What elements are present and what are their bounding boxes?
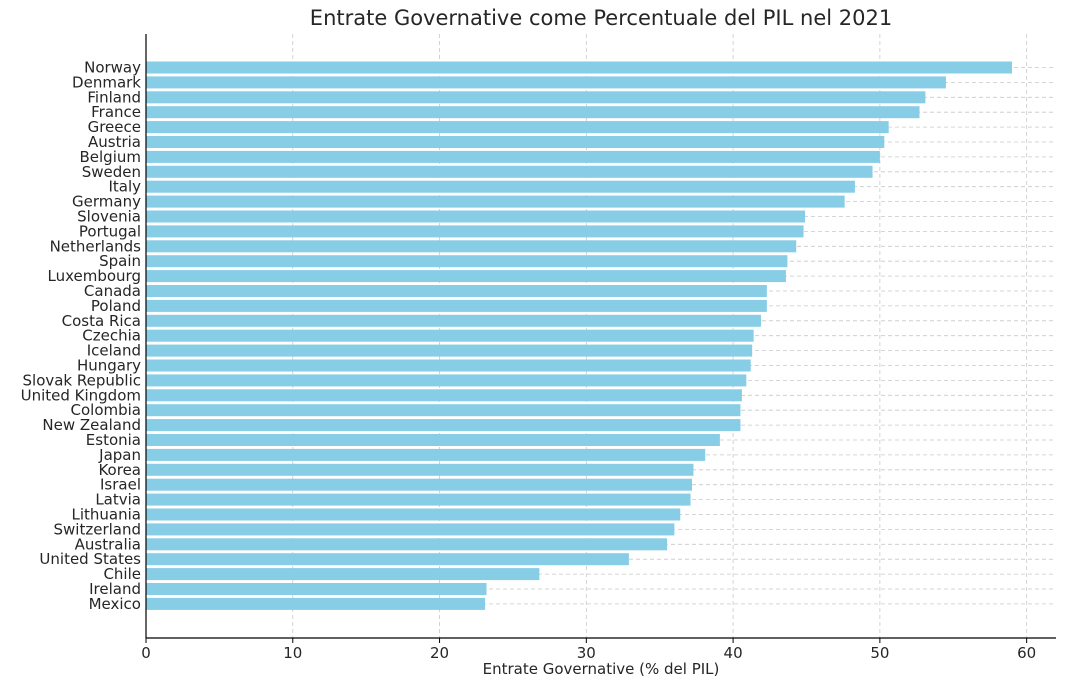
bar: [146, 463, 694, 476]
bar: [146, 523, 675, 536]
x-tick-label: 50: [870, 644, 889, 662]
y-tick-label: Canada: [84, 282, 141, 300]
y-tick-label: Denmark: [72, 73, 141, 91]
bar: [146, 329, 754, 342]
bar: [146, 583, 487, 595]
bar: [146, 434, 720, 446]
y-tick-label: Spain: [99, 252, 141, 270]
bar: [146, 106, 920, 119]
bar: [146, 568, 540, 581]
bar: [146, 225, 804, 238]
y-tick-label: Austria: [88, 133, 141, 151]
y-tick-label: United States: [39, 550, 141, 568]
bar: [146, 91, 926, 104]
y-tick-label: Australia: [75, 535, 141, 553]
y-tick-label: Slovak Republic: [23, 371, 142, 389]
x-tick-label: 30: [577, 644, 596, 662]
bar: [146, 121, 889, 134]
y-tick-label: Chile: [103, 565, 141, 583]
y-tick-label: Netherlands: [50, 237, 142, 255]
bar: [146, 299, 767, 312]
bar: [146, 493, 691, 506]
y-tick-label: Finland: [87, 88, 141, 106]
bar: [146, 195, 845, 208]
y-tick-label: Korea: [98, 461, 141, 479]
y-tick-label: Poland: [91, 297, 141, 315]
bar: [146, 150, 880, 163]
y-tick-label: Lithuania: [72, 506, 141, 524]
y-tick-label: Slovenia: [77, 208, 141, 226]
y-tick-label: Hungary: [77, 357, 141, 375]
bar: [146, 344, 753, 357]
bar: [146, 508, 681, 521]
y-tick-label: Latvia: [95, 491, 141, 509]
y-tick-label: Belgium: [80, 148, 142, 166]
bar: [146, 389, 742, 402]
y-tick-label: Sweden: [82, 163, 141, 181]
y-tick-label: Japan: [98, 446, 141, 464]
x-tick-label: 60: [1017, 644, 1036, 662]
bar: [146, 136, 885, 148]
y-tick-label: United Kingdom: [21, 386, 141, 404]
y-tick-label: Norway: [84, 59, 141, 77]
x-tick-label: 0: [141, 644, 151, 662]
y-tick-label: Costa Rica: [62, 312, 141, 330]
bars: [146, 61, 1012, 610]
bar: [146, 478, 692, 491]
bar: [146, 448, 706, 461]
bar: [146, 76, 946, 89]
y-tick-label: Portugal: [79, 222, 141, 240]
bar: [146, 419, 741, 432]
y-tick-label: Israel: [100, 476, 141, 494]
bar: [146, 255, 788, 268]
axes: NorwayDenmarkFinlandFranceGreeceAustriaB…: [21, 34, 1056, 662]
bar: [146, 553, 629, 566]
y-tick-label: Greece: [88, 118, 141, 136]
bar: [146, 314, 761, 327]
x-tick-label: 20: [430, 644, 449, 662]
y-tick-label: New Zealand: [42, 416, 141, 434]
bar: [146, 285, 767, 297]
bar: [146, 165, 873, 178]
bar: [146, 240, 797, 253]
y-tick-label: Ireland: [89, 580, 141, 598]
y-tick-label: Switzerland: [54, 520, 142, 538]
y-tick-label: Colombia: [71, 401, 142, 419]
y-tick-label: Mexico: [89, 595, 141, 613]
bar: [146, 180, 855, 193]
x-tick-label: 10: [283, 644, 302, 662]
chart-title: Entrate Governative come Percentuale del…: [309, 6, 893, 30]
bar: [146, 210, 806, 223]
bar: [146, 538, 668, 551]
x-tick-label: 40: [724, 644, 743, 662]
y-tick-label: Italy: [108, 178, 141, 196]
y-tick-label: Germany: [72, 193, 141, 211]
bar: [146, 270, 786, 283]
y-tick-label: Czechia: [82, 327, 141, 345]
bar: [146, 404, 741, 417]
bar: [146, 61, 1012, 74]
y-tick-label: Iceland: [87, 342, 141, 360]
y-tick-label: Luxembourg: [48, 267, 142, 285]
y-tick-label: France: [91, 103, 141, 121]
x-axis-label: Entrate Governative (% del PIL): [482, 660, 720, 678]
bar: [146, 374, 747, 387]
y-tick-label: Estonia: [86, 431, 141, 449]
bar: [146, 359, 751, 372]
bar: [146, 597, 486, 610]
